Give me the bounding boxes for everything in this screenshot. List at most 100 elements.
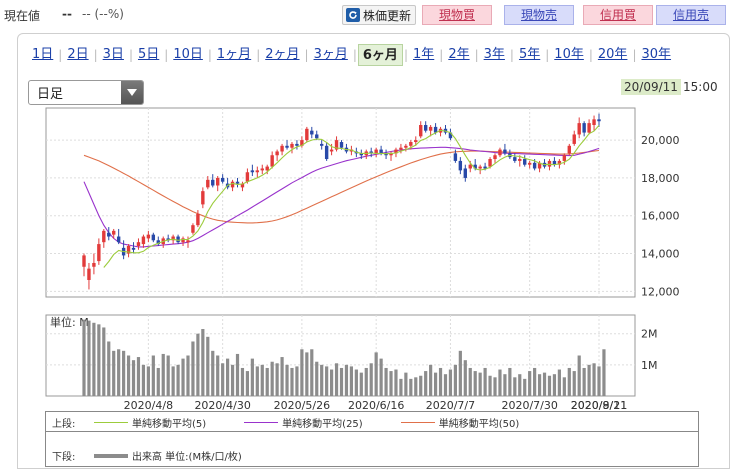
refresh-price-button[interactable]: 株価更新 [342,5,417,25]
volume-bar [537,374,542,396]
period-tab[interactable]: 30年 [641,47,672,62]
candle-up [592,119,596,126]
legend-swatch [400,422,435,423]
period-tab[interactable]: 3年 [483,47,505,62]
volume-bar [92,322,96,396]
margin-buy-button[interactable]: 信用買 [583,5,653,25]
period-tab[interactable]: 10年 [554,47,584,62]
candle-down [295,143,299,146]
volume-bar [196,333,200,396]
candle-up [265,166,269,171]
volume-bar [211,350,215,396]
volume-bar [290,367,294,396]
candle-up [493,155,497,160]
volume-bar [216,355,220,396]
candle-down [433,126,438,133]
price-header: 現在値 -- -- (--%) 株価更新 現物買 現物売 信用買 信用売 [0,0,734,30]
legend-swatch [244,422,279,423]
date-tick-label: 2020/6/16 [348,399,404,412]
candle-down [116,236,121,243]
legend-row: 下段: 出来高 単位:(M株/口/枚) [52,448,276,463]
candle-up [206,179,210,188]
candle-up [409,142,413,146]
margin-sell-button[interactable]: 信用売 [656,5,726,25]
period-tab[interactable]: 2日 [67,47,89,62]
period-tab[interactable]: 20年 [597,47,628,62]
legend-entry-label: 単純移動平均(25) [282,419,363,430]
period-tab[interactable]: 2年 [448,47,470,62]
price-tick-label: 18,000 [641,172,680,185]
candle-up [186,240,190,243]
volume-bar [191,341,195,396]
candle-down [458,160,463,171]
candle-down [379,149,383,154]
candle-up [572,134,576,144]
volume-bar [181,358,185,396]
volume-bar [305,352,309,396]
candle-up [146,234,151,239]
volume-bar [186,355,190,396]
candle-up [399,147,403,150]
period-tab[interactable]: 1ヶ月 [216,47,252,62]
interval-select-value: 日足 [37,87,64,102]
period-tab[interactable]: 2ヶ月 [265,47,300,62]
period-tab[interactable]: 1日 [32,47,54,62]
candle-up [240,183,245,188]
cash-sell-button[interactable]: 現物売 [504,5,574,25]
chart-time: 15:00 [683,80,718,94]
legend-entry-label: 単純移動平均(5) [132,419,207,430]
price-tick-label: 20,000 [641,134,680,147]
period-tab[interactable]: 10日 [173,47,203,62]
volume-bar [339,367,344,396]
volume-bar [151,355,155,396]
candle-down [319,143,324,146]
volume-bar [528,371,532,396]
candle-up [577,123,581,135]
volume-bar [384,367,388,396]
candle-down [250,170,255,173]
volume-bar [325,366,329,396]
cash-buy-button[interactable]: 現物買 [422,5,492,25]
period-tab[interactable]: 5日 [137,47,160,62]
period-tab[interactable]: 6ヶ月 [357,44,403,66]
interval-select[interactable]: 日足 [28,80,144,105]
candle-up [374,149,378,154]
candle-up [404,145,408,148]
volume-bar [315,361,319,396]
candle-down [503,149,507,154]
volume-bar [572,371,576,396]
volume-bar [394,369,398,396]
volume-bar [424,371,428,396]
volume-bar [419,375,423,396]
candle-up [181,238,185,243]
date-tick-label: 2020/5/26 [274,399,330,412]
volume-bar [250,358,254,396]
volume-bar [582,367,586,396]
volume-bar [513,377,517,396]
candle-up [394,149,398,154]
candle-up [280,145,284,152]
period-separator: | [93,48,98,62]
period-tab[interactable]: 5年 [518,47,541,62]
candle-down [211,179,215,186]
volume-bar [503,374,507,396]
period-tab[interactable]: 1年 [412,47,435,62]
volume-bar [577,355,581,396]
candle-up [260,168,264,171]
period-tab[interactable]: 3日 [102,47,124,62]
candle-down [107,232,111,237]
refresh-icon [346,8,360,22]
candle-up [245,172,250,182]
period-separator: | [58,48,63,62]
period-separator: | [304,48,309,62]
candle-down [523,159,527,165]
volume-bar [587,364,591,396]
candle-down [131,247,136,250]
volume-bar [82,319,86,396]
period-separator: | [164,48,169,62]
volume-bar [547,375,552,396]
chart-panel: 1日 | 2日 | 3日 | 5日 | 10日 | 1ヶ月 | 2ヶ月 | 3ヶ月 | 6ヶ月 | 1年 | 2年 | 3年… [17,33,730,469]
volume-bar [285,364,289,396]
period-tab[interactable]: 3ヶ月 [313,47,348,62]
candle-down [384,153,388,156]
